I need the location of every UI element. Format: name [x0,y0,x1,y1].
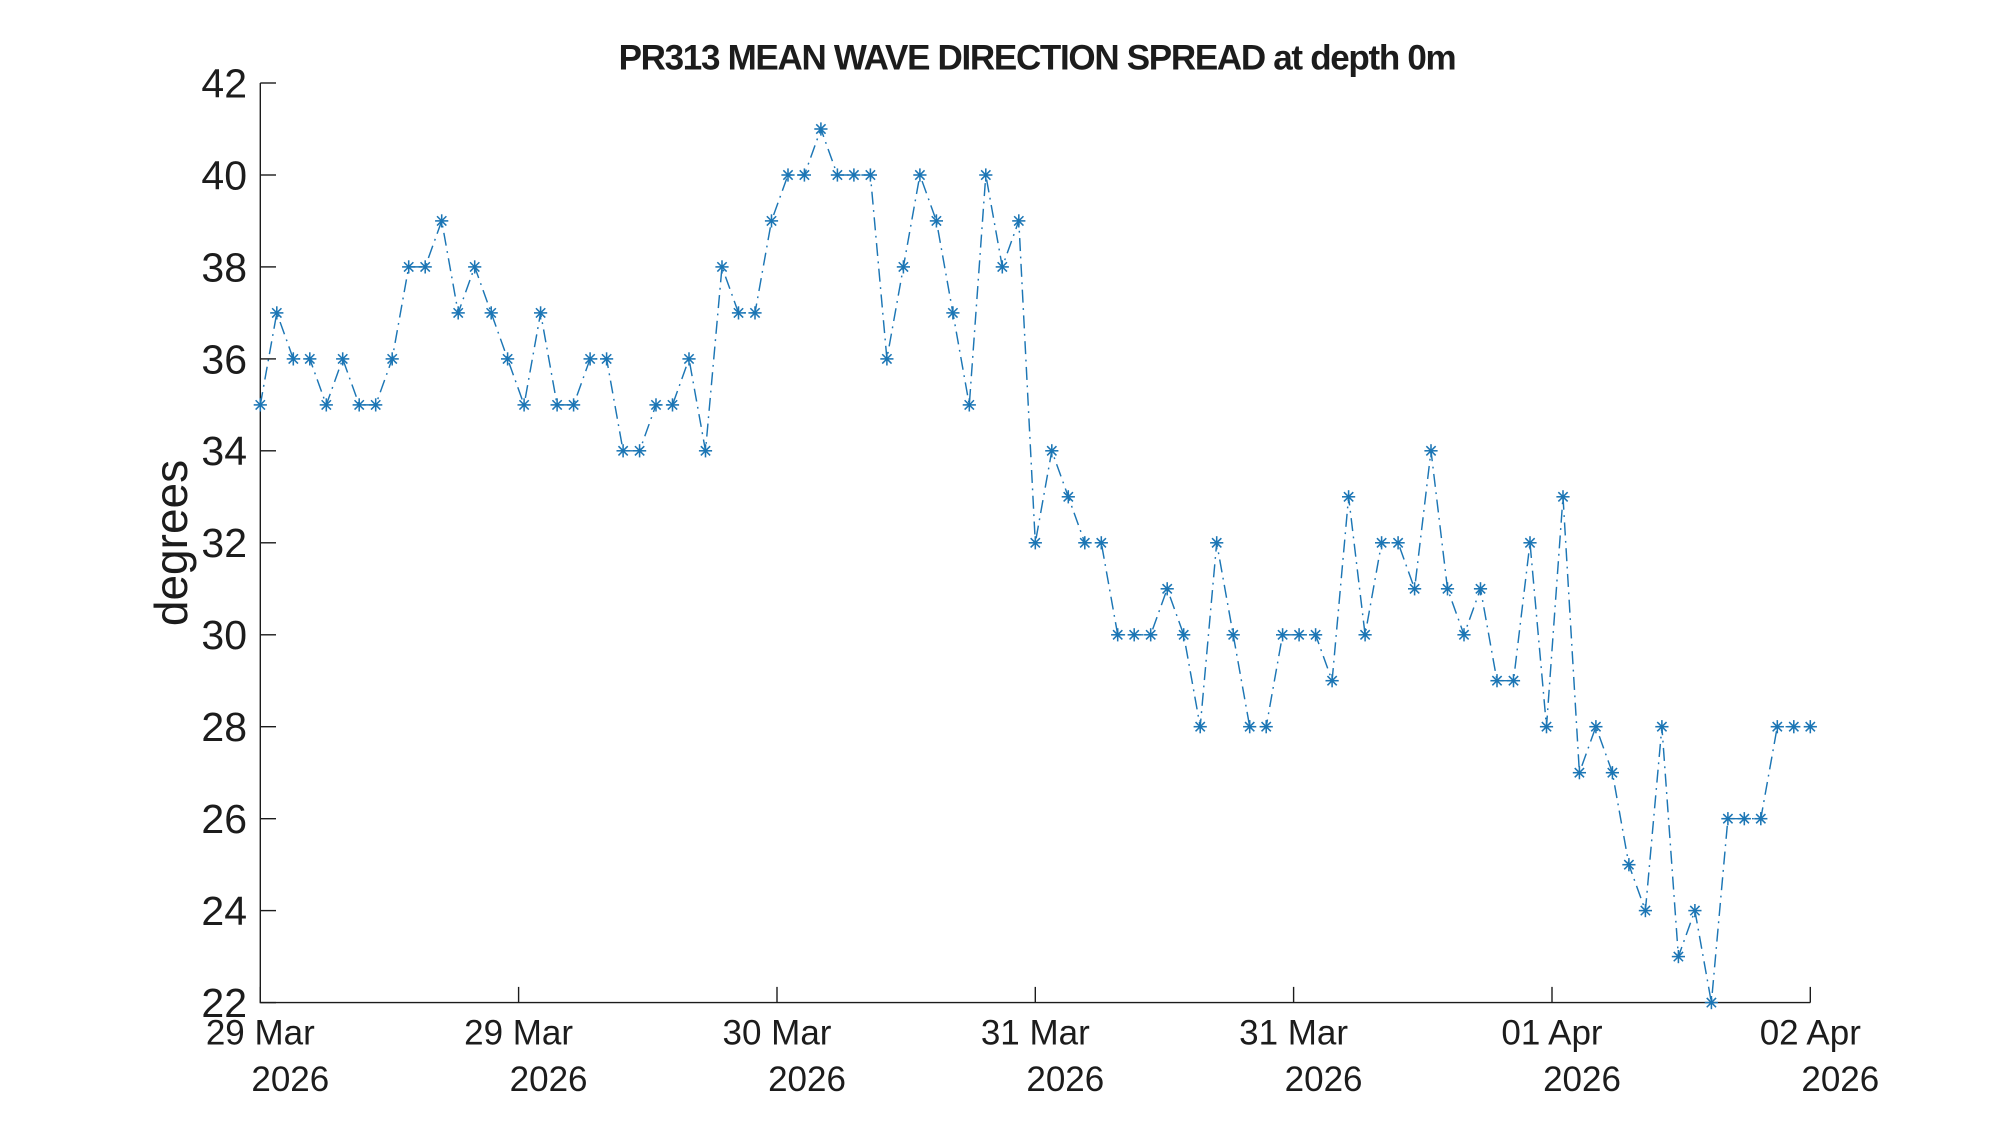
svg-text:31 Mar: 31 Mar [981,1014,1090,1053]
svg-text:34: 34 [201,428,247,474]
svg-text:01 Apr: 01 Apr [1501,1014,1603,1053]
svg-text:2026: 2026 [1026,1060,1104,1099]
svg-text:2026: 2026 [768,1060,846,1099]
svg-text:31 Mar: 31 Mar [1239,1014,1348,1053]
svg-text:2026: 2026 [1801,1060,1879,1099]
svg-text:2026: 2026 [1285,1060,1363,1099]
svg-text:32: 32 [201,520,247,566]
svg-text:02 Apr: 02 Apr [1760,1014,1862,1053]
svg-text:degrees: degrees [145,460,197,626]
svg-text:36: 36 [201,336,247,382]
svg-text:2026: 2026 [251,1060,329,1099]
svg-text:40: 40 [201,152,247,198]
svg-text:28: 28 [201,704,247,750]
svg-text:24: 24 [201,888,247,934]
svg-text:29 Mar: 29 Mar [206,1014,315,1053]
svg-text:42: 42 [201,60,247,106]
svg-text:PR313 MEAN WAVE DIRECTION SPRE: PR313 MEAN WAVE DIRECTION SPREAD at dept… [619,39,1456,78]
svg-text:22: 22 [201,980,247,1026]
svg-text:29 Mar: 29 Mar [464,1014,573,1053]
svg-text:30 Mar: 30 Mar [723,1014,832,1053]
svg-text:30: 30 [201,612,247,658]
svg-text:2026: 2026 [510,1060,588,1099]
svg-text:26: 26 [201,796,247,842]
svg-text:38: 38 [201,244,247,290]
svg-text:2026: 2026 [1543,1060,1621,1099]
